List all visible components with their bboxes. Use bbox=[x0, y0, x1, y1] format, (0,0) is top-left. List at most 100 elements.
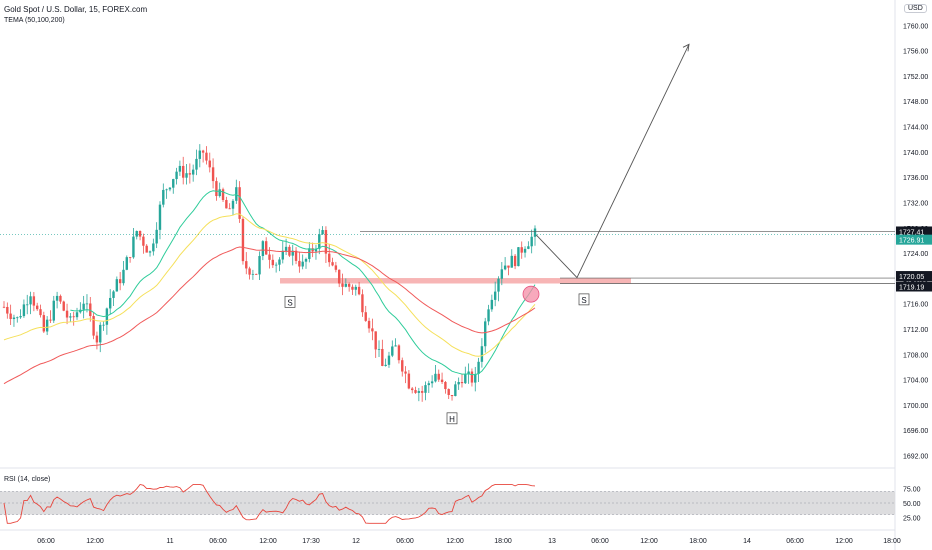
y-tick-label: 1712.00 bbox=[903, 327, 928, 334]
price-label-box bbox=[896, 281, 932, 292]
candle-body bbox=[228, 208, 231, 210]
y-tick-label: 1752.00 bbox=[903, 74, 928, 81]
x-tick-label: 14 bbox=[743, 538, 751, 545]
candle-body bbox=[185, 173, 188, 178]
candle-body bbox=[331, 262, 334, 266]
candle-body bbox=[437, 373, 440, 380]
candle-body bbox=[314, 248, 318, 252]
rsi-tick-label: 25.00 bbox=[903, 516, 921, 523]
candle-body bbox=[2, 306, 6, 308]
price-axis[interactable]: 1760.00 1756.00 1752.00 1748.00 1744.00 1740.… bbox=[896, 23, 932, 523]
candle-body bbox=[321, 230, 324, 235]
candle-body bbox=[533, 228, 537, 237]
candle-body bbox=[135, 231, 138, 237]
tema-slow-line bbox=[3, 246, 536, 385]
x-tick-label: 12:00 bbox=[259, 538, 277, 545]
y-tick-label: 1760.00 bbox=[903, 23, 928, 30]
candle-body bbox=[152, 243, 155, 252]
candle-body bbox=[497, 278, 500, 292]
candle-body bbox=[125, 257, 128, 270]
highlight-circle bbox=[522, 285, 540, 303]
candles bbox=[2, 144, 537, 402]
drawings: S H S bbox=[0, 43, 895, 425]
candle-body bbox=[238, 187, 241, 219]
candle-body bbox=[264, 241, 268, 255]
rsi-band bbox=[0, 491, 895, 515]
candle-body bbox=[52, 300, 55, 321]
y-tick-label: 1700.00 bbox=[903, 403, 928, 410]
indicator-legend-rsi[interactable]: RSI (14, close) bbox=[4, 476, 51, 483]
candle-body bbox=[261, 241, 265, 257]
candle-body bbox=[281, 250, 284, 260]
currency-button[interactable]: USD bbox=[904, 4, 927, 13]
candle-body bbox=[397, 345, 401, 361]
support-zone-rect bbox=[280, 278, 631, 284]
candle-body bbox=[430, 381, 434, 384]
candle-body bbox=[251, 273, 255, 275]
rsi-pane bbox=[0, 483, 895, 524]
candle-body bbox=[500, 269, 504, 279]
candle-body bbox=[520, 247, 523, 253]
indicator-legend-tema[interactable]: TEMA (50,100,200) bbox=[4, 17, 65, 24]
candle-body bbox=[182, 165, 185, 178]
candle-body bbox=[424, 385, 427, 393]
rsi-tick-label: 75.00 bbox=[903, 487, 921, 494]
candle-body bbox=[128, 257, 132, 258]
candle-body bbox=[394, 345, 397, 347]
candle-body bbox=[65, 310, 69, 318]
candle-body bbox=[92, 316, 95, 336]
candle-body bbox=[420, 391, 424, 393]
candle-body bbox=[391, 346, 394, 356]
x-tick-label: 12:00 bbox=[446, 538, 464, 545]
candle-body bbox=[39, 309, 42, 316]
time-axis[interactable]: 06:00 12:00 11 06:00 12:00 17:30 12 06:00 12:00 1… bbox=[37, 538, 901, 545]
y-tick-label: 1704.00 bbox=[903, 378, 928, 385]
candle-body bbox=[414, 390, 417, 393]
candle-body bbox=[19, 316, 22, 318]
y-tick-label: 1744.00 bbox=[903, 125, 928, 132]
candle-body bbox=[523, 248, 527, 253]
candle-body bbox=[32, 296, 36, 306]
candle-body bbox=[347, 283, 351, 287]
candle-body bbox=[407, 373, 411, 389]
x-tick-label: 06:00 bbox=[786, 538, 804, 545]
candle-body bbox=[218, 189, 221, 197]
candle-body bbox=[503, 265, 507, 270]
x-tick-label: 18:00 bbox=[494, 538, 512, 545]
candle-body bbox=[444, 382, 447, 390]
candle-body bbox=[367, 320, 371, 329]
candle-body bbox=[527, 246, 530, 249]
tema-fast-line bbox=[70, 190, 536, 376]
pattern-label: H bbox=[446, 412, 458, 425]
x-tick-label: 13 bbox=[548, 538, 556, 545]
candle-body bbox=[35, 305, 39, 310]
y-tick-label: 1732.00 bbox=[903, 200, 928, 207]
candle-body bbox=[311, 248, 314, 252]
candle-body bbox=[245, 261, 248, 269]
candle-body bbox=[440, 379, 444, 383]
candle-body bbox=[357, 286, 361, 295]
candle-body bbox=[377, 348, 381, 350]
candle-body bbox=[334, 265, 338, 270]
candle-body bbox=[72, 316, 75, 318]
x-tick-label: 11 bbox=[166, 538, 173, 545]
pattern-label-text: S bbox=[581, 296, 586, 305]
candle-body bbox=[354, 286, 357, 290]
x-tick-label: 17:30 bbox=[302, 538, 320, 545]
candle-body bbox=[510, 255, 513, 268]
candle-body bbox=[484, 321, 487, 347]
price-label-text: 1727.41 bbox=[899, 229, 924, 236]
candle-body bbox=[344, 283, 348, 287]
symbol-title: Gold Spot / U.S. Dollar, 15, FOREX.com bbox=[4, 5, 148, 14]
y-tick-label: 1740.00 bbox=[903, 150, 928, 157]
candle-body bbox=[168, 187, 172, 190]
candle-body bbox=[118, 279, 122, 284]
candle-body bbox=[248, 268, 251, 275]
candle-body bbox=[208, 160, 211, 168]
candle-body bbox=[55, 295, 59, 301]
candle-body bbox=[85, 303, 89, 305]
candle-body bbox=[364, 312, 367, 321]
candle-body bbox=[258, 256, 261, 275]
support-zone bbox=[280, 278, 631, 284]
